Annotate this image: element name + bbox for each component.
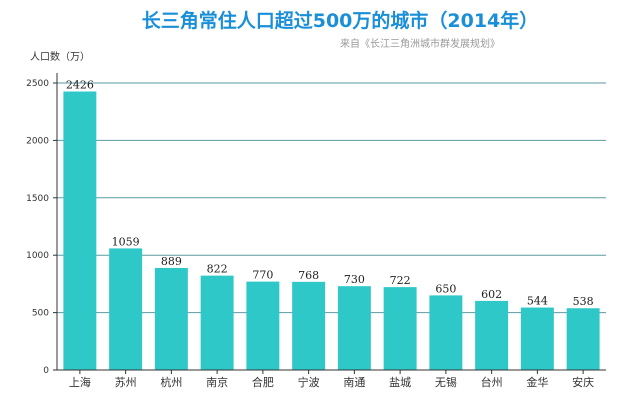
bar-0	[63, 91, 97, 370]
y-tick-label-2: 1000	[26, 251, 49, 261]
data-labels: 2426 1059 889 822 770 768 730 722 650 602 544 538	[66, 78, 594, 308]
y-axis-ticks: 0 500 1000 1500 2000 2500	[26, 79, 57, 376]
x-tick-label-6: 南通	[343, 376, 365, 389]
gridlines	[57, 82, 606, 314]
chart-title: 长三角常住人口超过500万的城市（2014年）	[142, 9, 539, 32]
bar-11	[566, 308, 600, 370]
x-tick-label-7: 盐城	[389, 376, 411, 389]
data-label-1: 1059	[112, 235, 140, 248]
bar-10	[520, 307, 554, 370]
y-tick-label-4: 2000	[26, 136, 49, 146]
data-label-6: 730	[344, 273, 365, 286]
bar-4	[246, 281, 280, 370]
bars	[63, 91, 600, 370]
y-tick-label-3: 1500	[26, 194, 49, 204]
x-tick-label-10: 金华	[526, 375, 548, 389]
chart-subtitle: 来自《长江三角洲城市群发展规划》	[340, 37, 500, 50]
bar-9	[475, 300, 509, 370]
y-tick-label-0: 0	[43, 366, 49, 376]
y-axis-label: 人口数（万）	[30, 50, 90, 63]
data-label-11: 538	[573, 295, 594, 308]
x-axis-ticks: 上海 苏州 杭州 南京 合肥 宁波 南通 盐城 无锡 台州 金华 安庆	[69, 370, 594, 389]
bar-5	[292, 281, 326, 370]
bar-2	[154, 267, 188, 370]
bar-1	[109, 248, 143, 370]
data-label-9: 602	[481, 288, 502, 301]
data-label-7: 722	[390, 274, 411, 287]
x-tick-label-11: 安庆	[572, 375, 594, 389]
bar-3	[200, 275, 234, 370]
data-label-10: 544	[527, 295, 548, 308]
x-tick-label-9: 台州	[481, 375, 503, 389]
y-tick-label-5: 2500	[26, 79, 49, 89]
bar-7	[383, 287, 417, 370]
bar-8	[429, 295, 463, 370]
x-tick-label-5: 宁波	[298, 375, 320, 389]
data-label-5: 768	[298, 269, 319, 282]
x-tick-label-8: 无锡	[435, 375, 457, 389]
data-label-8: 650	[435, 282, 456, 295]
data-label-0: 2426	[66, 78, 94, 91]
data-label-4: 770	[252, 269, 273, 282]
bar-6	[337, 286, 371, 370]
data-label-2: 889	[161, 255, 182, 268]
x-tick-label-2: 杭州	[160, 375, 182, 389]
x-tick-label-0: 上海	[69, 375, 91, 389]
x-tick-label-4: 合肥	[252, 375, 274, 389]
data-label-3: 822	[207, 263, 228, 276]
x-tick-label-3: 南京	[206, 375, 228, 389]
y-tick-label-1: 500	[32, 309, 49, 319]
x-tick-label-1: 苏州	[115, 376, 137, 389]
